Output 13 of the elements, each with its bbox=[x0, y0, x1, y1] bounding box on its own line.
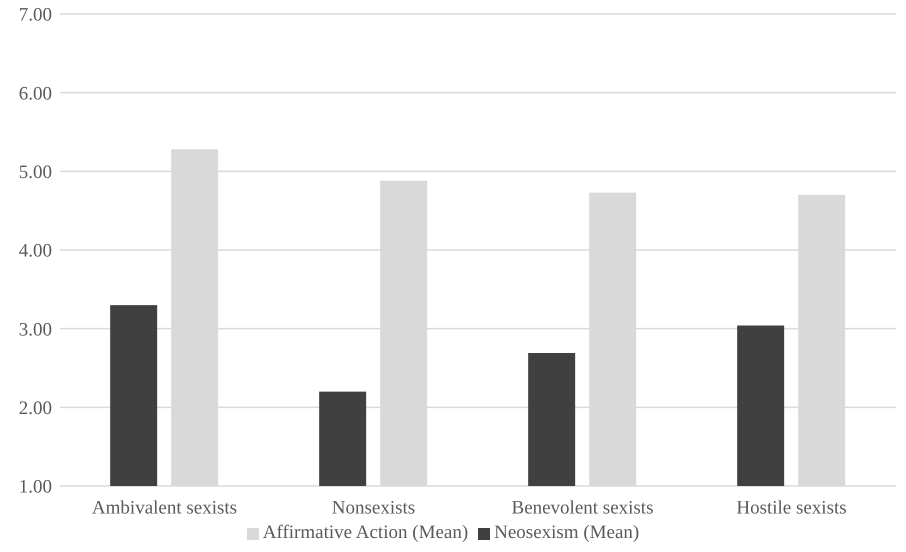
y-tick-label: 4.00 bbox=[18, 240, 52, 262]
y-tick-label: 7.00 bbox=[18, 4, 52, 26]
y-tick-label: 5.00 bbox=[18, 162, 52, 184]
y-tick-label: 2.00 bbox=[18, 398, 52, 420]
y-tick-label: 1.00 bbox=[18, 476, 52, 498]
y-tick-label: 6.00 bbox=[18, 83, 52, 104]
legend-label: Neosexism (Mean) bbox=[494, 522, 640, 543]
x-tick-label: Ambivalent sexists bbox=[92, 497, 238, 518]
x-tick-label: Nonsexists bbox=[332, 497, 416, 518]
x-tick-label: Hostile sexists bbox=[736, 497, 847, 518]
x-tick-label: Benevolent sexists bbox=[512, 497, 654, 518]
y-tick-label: 3.00 bbox=[18, 319, 52, 340]
legend-label: Affirmative Action (Mean) bbox=[262, 522, 468, 543]
